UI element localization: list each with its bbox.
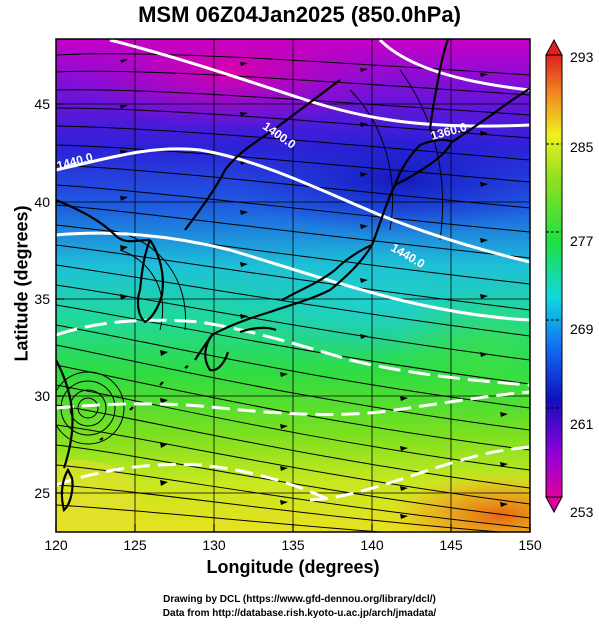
y-axis-label: Latitude (degrees) bbox=[11, 205, 32, 362]
colorbar-tick-label: 277 bbox=[570, 233, 594, 249]
x-tick-label: 125 bbox=[123, 537, 147, 553]
x-tick-labels: 120 125 130 135 140 145 150 bbox=[44, 537, 542, 553]
credit-drawing: Drawing by DCL (https://www.gfd-dennou.o… bbox=[163, 594, 436, 605]
height-contours bbox=[56, 39, 530, 502]
y-tick-label: 25 bbox=[34, 485, 50, 501]
x-tick-label: 140 bbox=[360, 537, 384, 553]
y-tick-label: 30 bbox=[34, 388, 50, 404]
colorbar bbox=[545, 38, 563, 514]
y-axis bbox=[56, 103, 64, 494]
colorbar-tick-labels: 253 261 269 277 285 293 bbox=[570, 49, 594, 520]
y-tick-label: 40 bbox=[34, 194, 50, 210]
colorbar-tick-label: 285 bbox=[570, 139, 594, 155]
colorbar-tick-label: 253 bbox=[570, 504, 594, 520]
x-tick-label: 130 bbox=[202, 537, 226, 553]
map-title: MSM 06Z04Jan2025 (850.0hPa) bbox=[138, 2, 461, 27]
x-tick-label: 135 bbox=[281, 537, 305, 553]
x-axis-label: Longitude (degrees) bbox=[206, 557, 380, 577]
y-tick-label: 45 bbox=[34, 96, 50, 112]
credit-data-source: Data from http://database.rish.kyoto-u.a… bbox=[162, 608, 437, 619]
colorbar-max-arrow bbox=[545, 38, 563, 56]
y-tick-labels: 25 30 35 40 45 bbox=[34, 96, 50, 501]
colorbar-min-arrow bbox=[545, 496, 563, 514]
colorbar-tick-label: 293 bbox=[570, 49, 594, 65]
colorbar-tick-label: 261 bbox=[570, 416, 594, 432]
colorbar-tick-label: 269 bbox=[570, 321, 594, 337]
x-axis bbox=[55, 524, 531, 532]
x-tick-label: 120 bbox=[44, 537, 68, 553]
coastlines bbox=[56, 39, 530, 512]
wind-streamlines bbox=[56, 53, 530, 532]
x-tick-label: 145 bbox=[439, 537, 463, 553]
graticule bbox=[56, 39, 530, 532]
y-tick-label: 35 bbox=[34, 291, 50, 307]
x-tick-label: 150 bbox=[518, 537, 542, 553]
